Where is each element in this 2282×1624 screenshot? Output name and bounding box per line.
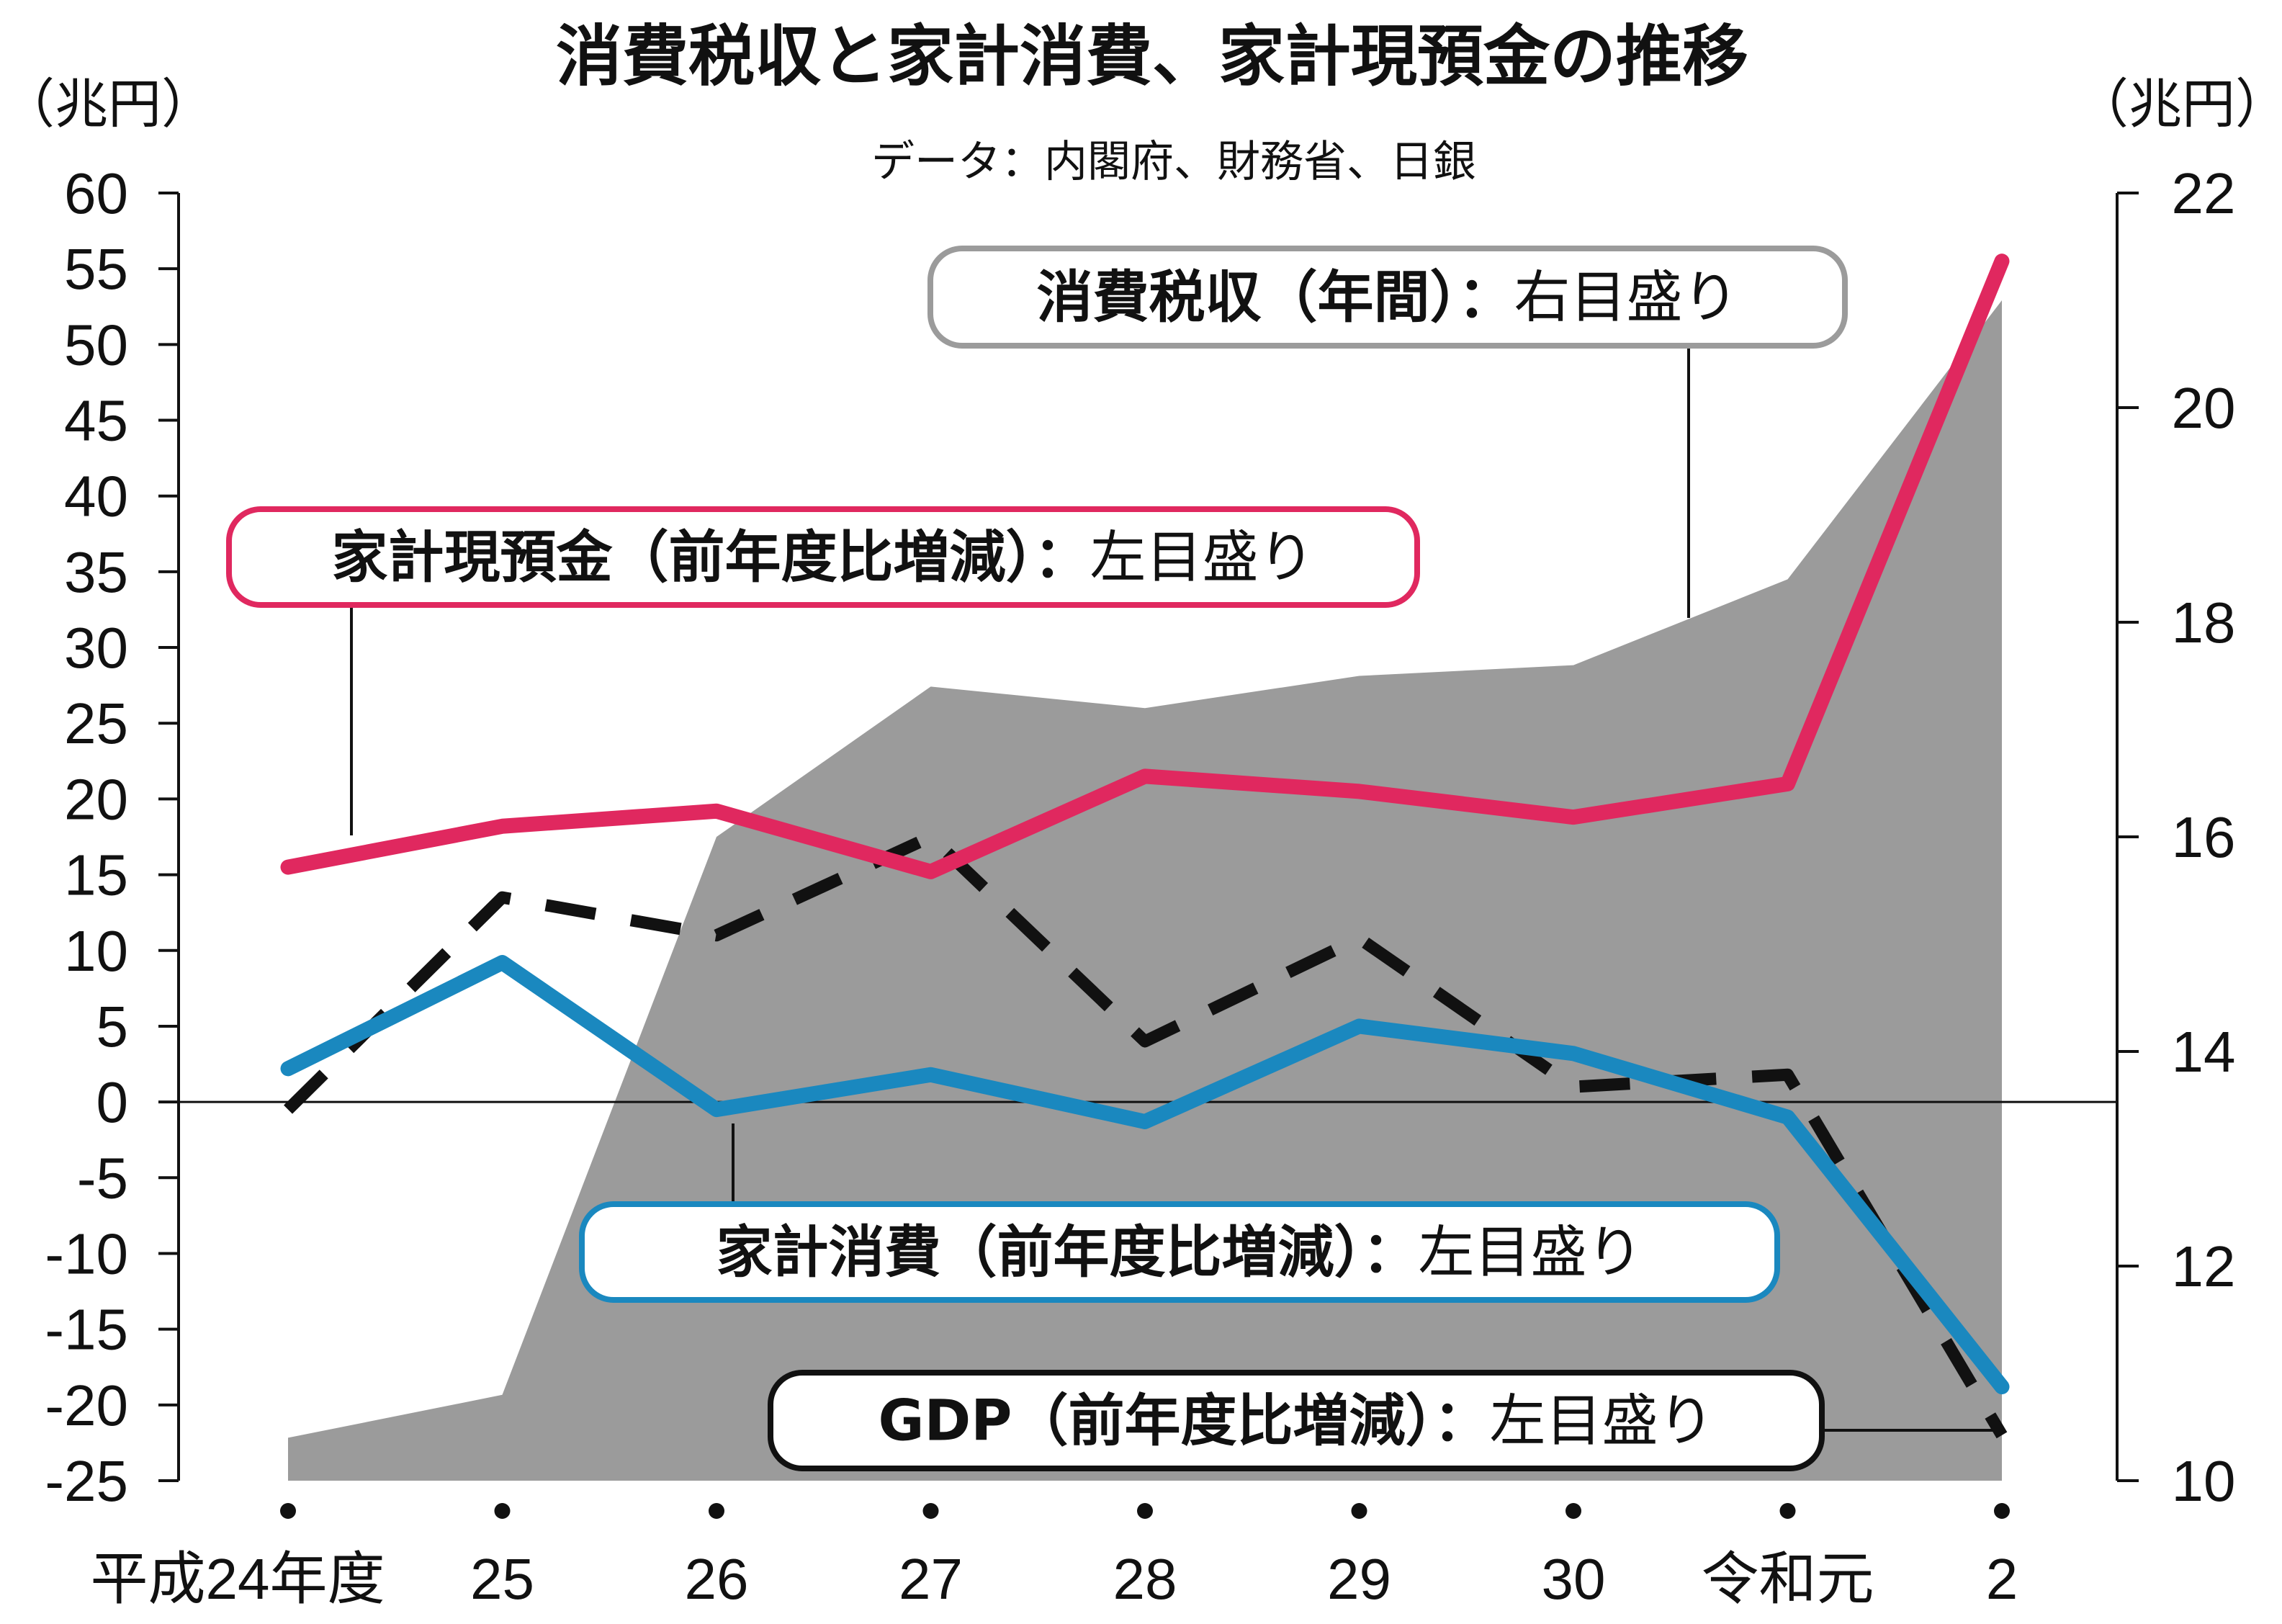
left-axis-tick-label: 20	[64, 767, 128, 831]
x-tick-dot	[1137, 1503, 1153, 1519]
gdp-label-box	[768, 1370, 1825, 1471]
gdp-label: GDP（前年度比増減）：左目盛り	[768, 1370, 1825, 1471]
deposits-line	[280, 254, 2010, 879]
gdp-label-text: GDP（前年度比増減）：左目盛り	[879, 1389, 1715, 1454]
right-axis-tick-label: 22	[2172, 161, 2236, 225]
gdp-label-series-name: GDP（前年度比増減）	[879, 1389, 1434, 1454]
deposits-label-text: 家計現預金（前年度比増減）：左目盛り	[331, 526, 1314, 591]
left-axis-tick-label: 25	[64, 691, 128, 755]
consumption-label-separator: ：	[1362, 1221, 1418, 1286]
consumption-label-box	[579, 1201, 1780, 1303]
x-tick-dot	[494, 1503, 511, 1519]
x-tick-dot	[1779, 1503, 1796, 1519]
consumption-label-text: 家計消費（前年度比増減）：左目盛り	[716, 1221, 1643, 1286]
x-tick-label: 27	[899, 1547, 963, 1611]
tax-label: 消費税収（年間）：右目盛り	[927, 246, 1848, 349]
left-axis-tick-label: -25	[45, 1449, 128, 1513]
x-tick-dot	[1565, 1503, 1581, 1519]
consumption-label-scale-note: 左目盛り	[1419, 1221, 1643, 1286]
left-axis-tick-label: 45	[64, 389, 128, 453]
right-axis-unit: （兆円）	[2075, 73, 2282, 135]
right-axis-tick-label: 20	[2172, 376, 2236, 440]
x-tick-label: 平成24年度	[91, 1547, 385, 1611]
left-axis-tick-label: -15	[45, 1298, 128, 1362]
chart-title: 消費税収と家計消費、家計現預金の推移	[556, 18, 1748, 95]
left-axis-tick-label: 35	[64, 540, 128, 604]
series-lines	[280, 254, 2010, 1439]
consumption-line	[280, 955, 2010, 1395]
left-axis-tick-label: -5	[77, 1146, 128, 1210]
tax-label-scale-note: 右目盛り	[1514, 266, 1739, 331]
x-tick-dot	[1994, 1503, 2010, 1519]
left-axis-tick-label: 40	[64, 465, 128, 529]
right-axis-tick-label: 14	[2172, 1020, 2236, 1084]
deposits-label-scale-note: 左目盛り	[1090, 526, 1315, 591]
right-axis-tick-label: 10	[2172, 1449, 2236, 1513]
label-leader-lines	[350, 346, 1995, 1432]
deposits-label: 家計現預金（前年度比増減）：左目盛り	[226, 506, 1420, 608]
right-axis-tick-label: 16	[2172, 805, 2236, 869]
left-axis-tick-label: 15	[64, 843, 128, 907]
left-axis-tick-label: 10	[64, 919, 128, 983]
tax-label-series-name: 消費税収（年間）	[1036, 266, 1457, 331]
chart-source: データ：内閣府、財務省、日銀	[871, 137, 1476, 187]
left-axis-tick-label: 5	[96, 995, 129, 1059]
tax-label-separator: ：	[1457, 266, 1514, 331]
deposits-label-series-name: 家計現預金（前年度比増減）	[331, 526, 1033, 591]
left-axis-unit: （兆円）	[1, 73, 215, 135]
x-tick-label: 28	[1113, 1547, 1177, 1611]
left-axis-tick-label: -20	[45, 1373, 128, 1437]
gdp-line	[284, 830, 2008, 1439]
series-labels: 消費税収（年間）：右目盛り家計現預金（前年度比増減）：左目盛り家計消費（前年度比…	[226, 246, 1848, 1471]
x-tick-label: 30	[1542, 1547, 1606, 1611]
consumption-label: 家計消費（前年度比増減）：左目盛り	[579, 1201, 1780, 1303]
consumption-label-series-name: 家計消費（前年度比増減）	[716, 1221, 1362, 1286]
tax-label-text: 消費税収（年間）：右目盛り	[1036, 266, 1738, 331]
deposits-label-box	[226, 506, 1420, 608]
gdp-label-scale-note: 左目盛り	[1489, 1389, 1714, 1454]
axes: 605550454035302520151050-5-10-15-20-2522…	[45, 161, 2235, 1513]
left-axis-tick-label: 50	[64, 313, 128, 377]
tax-revenue-area-layer	[288, 300, 2002, 1481]
x-tick-label: 25	[470, 1547, 534, 1611]
x-tick-dot	[922, 1503, 939, 1519]
right-axis-tick-label: 18	[2172, 591, 2236, 655]
x-tick-dot	[1351, 1503, 1367, 1519]
left-axis-tick-label: 60	[64, 161, 128, 225]
x-tick-dot	[709, 1503, 724, 1519]
x-tick-label: 26	[685, 1547, 749, 1611]
left-axis-tick-label: 30	[64, 616, 128, 680]
x-tick-dot	[280, 1503, 296, 1519]
deposits-label-separator: ：	[1033, 526, 1090, 591]
left-axis-tick-label: -10	[45, 1221, 128, 1286]
right-axis-tick-label: 12	[2172, 1234, 2236, 1298]
x-tick-label: 令和元	[1702, 1547, 1874, 1611]
left-axis-tick-label: 0	[96, 1070, 129, 1134]
tax-label-box	[927, 246, 1848, 349]
left-axis-tick-label: 55	[64, 237, 128, 301]
x-axis-ticks: 平成24年度 25 26 27 28 29 30 令和元 2	[91, 1503, 2018, 1611]
tax-revenue-area	[288, 300, 2002, 1481]
gdp-label-separator: ：	[1433, 1389, 1489, 1454]
x-tick-label: 29	[1327, 1547, 1391, 1611]
x-tick-label: 2	[1986, 1547, 2018, 1611]
